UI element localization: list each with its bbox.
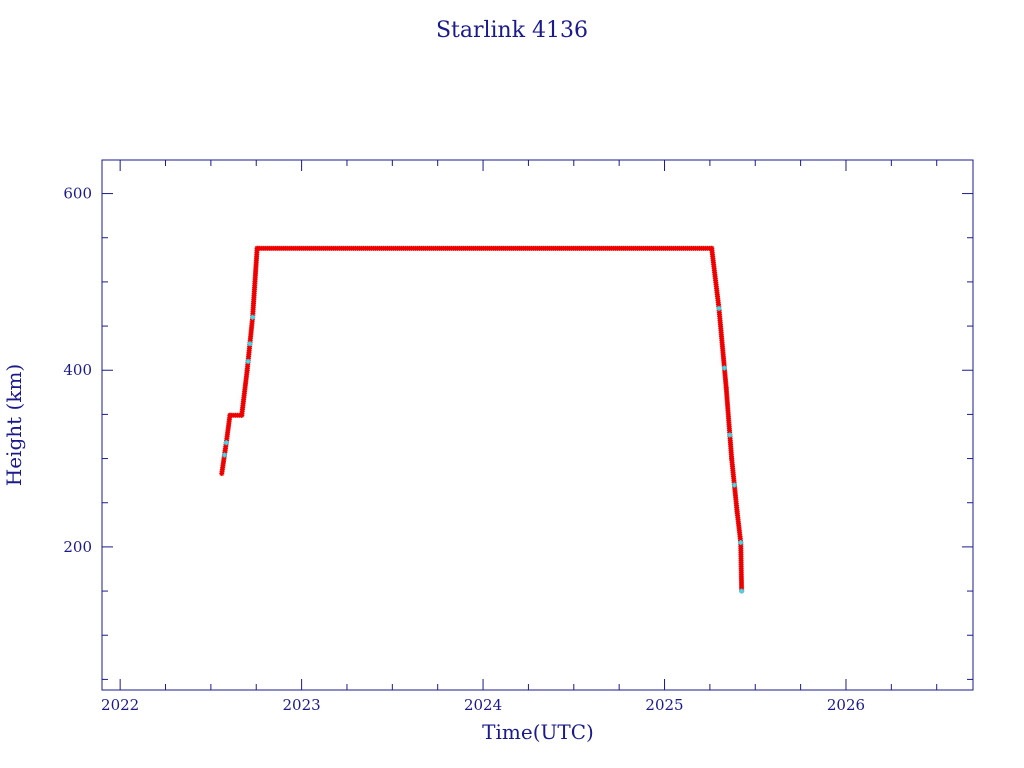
data-point-cyan [731, 482, 737, 488]
x-axis-label: Time(UTC) [482, 720, 594, 744]
trajectory-line [221, 247, 742, 592]
y-tick-label: 400 [63, 361, 92, 379]
y-axis-label: Height (km) [2, 364, 26, 486]
data-point-cyan [223, 440, 229, 446]
x-tick-label: 2024 [464, 696, 502, 714]
data-point-cyan [716, 305, 722, 311]
chart-title: Starlink 4136 [436, 18, 588, 43]
data-point-cyan [221, 452, 227, 458]
x-tick-label: 2026 [827, 696, 865, 714]
data-markers [219, 245, 745, 594]
y-tick-label: 600 [63, 185, 92, 203]
data-point-cyan [245, 358, 251, 364]
x-tick-label: 2025 [645, 696, 683, 714]
x-tick-label: 2023 [283, 696, 321, 714]
x-tick-label: 2022 [101, 696, 139, 714]
y-tick-label: 200 [63, 538, 92, 556]
data-point-cyan [738, 539, 744, 545]
plot-frame [101, 159, 974, 691]
data-point-cyan [250, 314, 256, 320]
data-point-cyan [739, 588, 745, 594]
data-point-cyan [247, 341, 253, 347]
tick-labels: 2022 2023 2024 2025 2026 200 400 600 [63, 185, 865, 714]
data-point-cyan [727, 432, 733, 438]
data-point-cyan [721, 365, 727, 371]
axis-ticks [102, 160, 973, 690]
